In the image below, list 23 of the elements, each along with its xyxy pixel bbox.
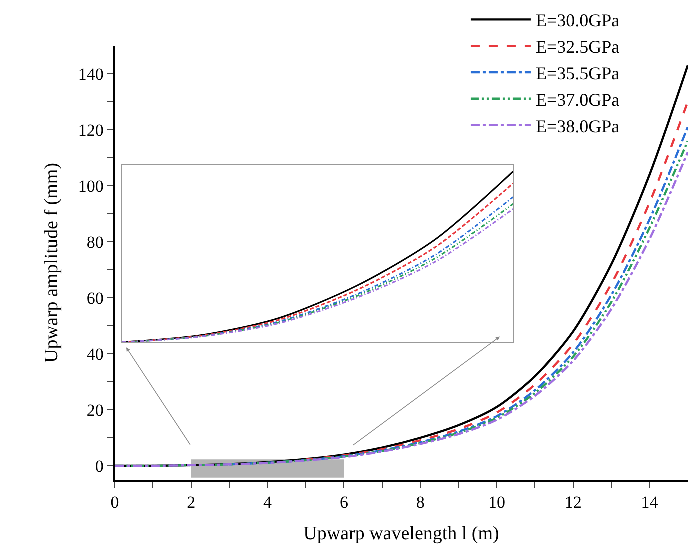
x-tick-label: 14 xyxy=(641,493,659,512)
y-tick-label: 20 xyxy=(86,400,104,420)
y-tick-label: 120 xyxy=(78,120,104,140)
legend-label: E=30.0GPa xyxy=(536,10,620,31)
y-tick-label: 80 xyxy=(86,232,104,252)
legend-label: E=37.0GPa xyxy=(536,90,620,110)
legend-label: E=32.5GPa xyxy=(536,37,620,58)
x-tick-label: 0 xyxy=(110,493,120,512)
x-tick-label: 2 xyxy=(187,493,196,512)
legend-label: E=38.0GPa xyxy=(536,116,620,136)
legend-label: E=35.5GPa xyxy=(536,64,620,84)
y-tick-label: 100 xyxy=(78,176,104,196)
y-tick-label: 60 xyxy=(86,288,104,308)
y-tick-label: 140 xyxy=(78,64,104,84)
y-tick-label: 40 xyxy=(86,344,104,364)
y-tick-label: 0 xyxy=(95,456,104,476)
x-axis-title: Upwarp wavelength l (m) xyxy=(304,523,500,544)
x-tick-label: 8 xyxy=(416,493,425,512)
x-tick-label: 10 xyxy=(488,493,506,512)
x-tick-label: 6 xyxy=(340,493,348,512)
x-tick-label: 4 xyxy=(264,493,273,512)
y-axis-title: Upwarp amplitude f (mm) xyxy=(42,163,63,363)
x-tick-label: 12 xyxy=(564,493,582,512)
